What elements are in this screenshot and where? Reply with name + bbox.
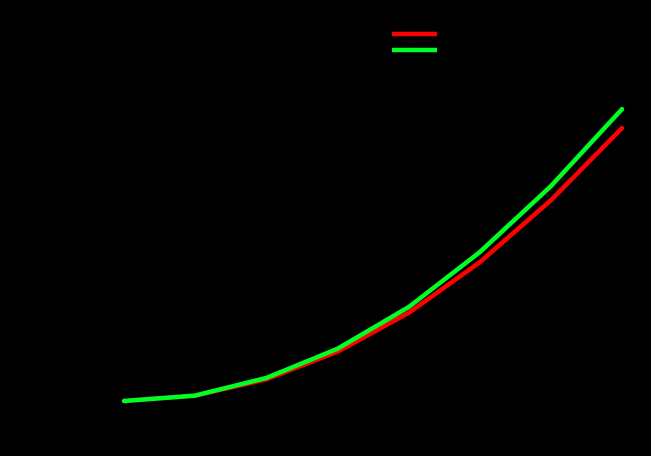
series-2-point <box>619 106 625 112</box>
legend <box>392 31 437 53</box>
legend-marker-series-1 <box>411 31 417 37</box>
series-2-point <box>335 346 340 351</box>
series-1-line <box>123 126 624 404</box>
series-2-point <box>548 183 554 189</box>
series-1-point <box>477 260 482 265</box>
legend-marker-series-2 <box>411 47 417 53</box>
series-2-point <box>121 398 127 404</box>
series-1 <box>121 125 625 404</box>
series-2-point <box>192 393 198 398</box>
series-1-point <box>619 125 625 131</box>
series-2 <box>121 106 625 404</box>
series-2-point <box>406 304 411 310</box>
series-2-line <box>123 107 624 404</box>
series-1-point <box>548 198 554 203</box>
plot-area <box>121 106 625 404</box>
series-2-point <box>477 250 482 255</box>
series-2-point <box>264 375 269 381</box>
series-1-point <box>406 310 411 316</box>
